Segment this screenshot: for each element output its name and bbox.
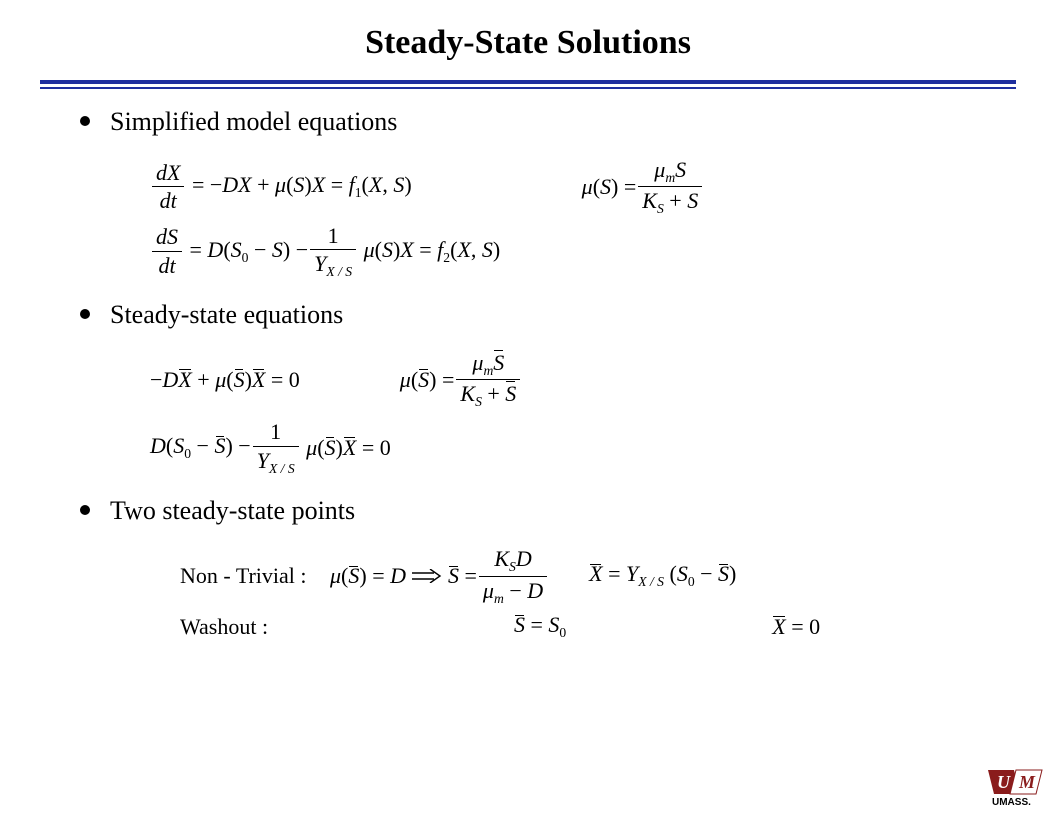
svg-text:U: U [997,772,1011,792]
bullet-icon [80,116,90,126]
eq-dXdt: dX dt = −DX + μ(S)X = f1(X, S) μ(S) = μm… [150,157,986,217]
bullet-1: Simplified model equations [110,107,986,137]
eq-washout: Washout : S = S0 X = 0 [180,614,986,639]
bullet-3: Two steady-state points [110,496,986,526]
eq-ss2: D(S0 − S) − 1 YX / S μ(S)X = 0 [150,419,986,476]
bullet-2: Steady-state equations [110,300,986,330]
bullet-icon [80,505,90,515]
page-title: Steady-State Solutions [0,0,1056,72]
equations-section-1: dX dt = −DX + μ(S)X = f1(X, S) μ(S) = μm… [110,143,986,300]
umass-logo: U M UMASS. [986,768,1044,808]
implies-icon [412,565,442,587]
bullet-icon [80,309,90,319]
bullet-label: Simplified model equations [110,107,397,136]
nontrivial-label: Non - Trivial : [180,565,330,587]
eq-dSdt: dS dt = D(S0 − S) − 1 YX / S μ(S)X = f2(… [150,223,986,280]
bullet-label: Two steady-state points [110,496,355,525]
bullet-label: Steady-state equations [110,300,343,329]
eq-ss1: −DX + μ(S)X = 0 μ(S) = μmS KS + S [150,350,986,410]
svg-text:M: M [1018,772,1036,792]
equations-section-3: Non - Trivial : μ(S) = D S = KSD μm − D [110,532,986,659]
content-area: Simplified model equations dX dt = −DX +… [0,89,1056,660]
eq-nontrivial: Non - Trivial : μ(S) = D S = KSD μm − D [180,546,986,606]
svg-text:UMASS.: UMASS. [992,797,1031,808]
equations-section-2: −DX + μ(S)X = 0 μ(S) = μmS KS + S D(S0 −… [110,336,986,497]
washout-label: Washout : [180,616,330,638]
title-divider [0,80,1056,89]
slide: Steady-State Solutions Simplified model … [0,0,1056,816]
